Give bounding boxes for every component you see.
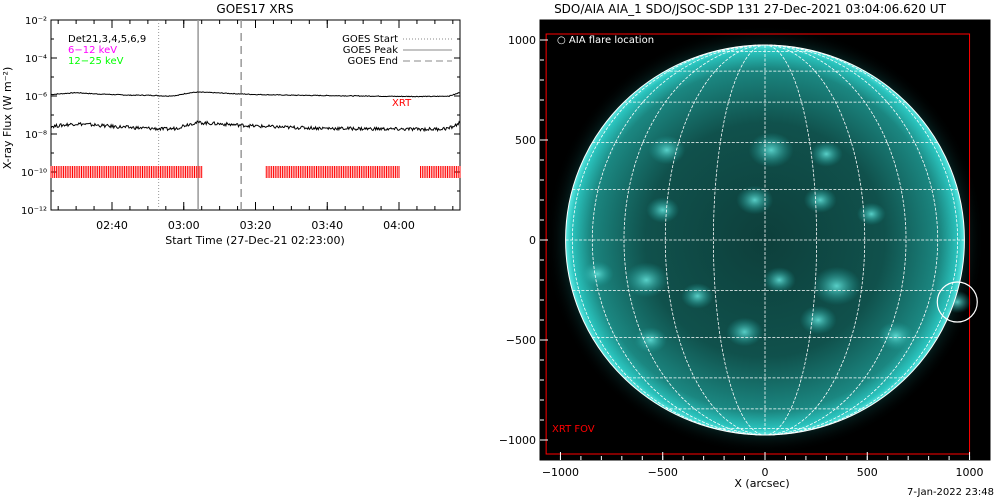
aia-y-tick-label: −1000 [500, 434, 536, 447]
goes-series-line [50, 91, 461, 98]
aia-axes: −1000 −1000 −500 −500 0 0 500 500 1000 1000 [499, 19, 991, 479]
xrt-fov-box [545, 33, 971, 455]
solar-limb [565, 44, 965, 436]
goes-x-tick-label: 03:40 [311, 219, 343, 232]
aia-image-chart: SDO/AIA AIA_1 SDO/JSOC-SDP 131 27-Dec-20… [499, 2, 991, 490]
aia-x-axis-label: X (arcsec) [734, 477, 789, 490]
goes-plot-area: 10⁻¹² 10⁻¹⁰ 10⁻⁸ 10⁻⁶ 10⁻⁴ 10⁻² 02:40 03:00 03:2… [21, 16, 461, 232]
goes-y-tick-label: 10⁻¹² [21, 206, 47, 217]
goes-y-tick-label: 10⁻⁴ [25, 54, 47, 65]
aia-flare-legend-text: AIA flare location [569, 35, 654, 46]
aia-x-tick-label: 0 [762, 466, 769, 479]
grid-longitude-line [764, 44, 958, 436]
active-region [857, 202, 886, 226]
aia-flare-legend: ○ AIA flare location [557, 35, 654, 46]
goes-series-line [50, 120, 461, 133]
aia-solar-image [545, 25, 985, 455]
heliographic-grid [565, 44, 965, 436]
xrt-fov-label: XRT FOV [552, 424, 595, 435]
goes-legend: GOES Start GOES Peak GOES End [342, 34, 452, 67]
aia-y-tick-label: 1000 [508, 34, 536, 47]
goes-x-tick-label: 02:40 [96, 219, 128, 232]
aia-chart-title: SDO/AIA AIA_1 SDO/JSOC-SDP 131 27-Dec-20… [554, 2, 947, 16]
goes-x-axis-label: Start Time (27-Dec-21 02:23:00) [165, 234, 345, 247]
aia-x-tick-label: 500 [857, 466, 878, 479]
active-region [646, 197, 680, 223]
active-region [810, 141, 843, 167]
grid-longitude-line [713, 44, 766, 436]
aia-image-panel: SDO/AIA AIA_1 SDO/JSOC-SDP 131 27-Dec-20… [499, 0, 1000, 500]
goes-y-tick-label: 10⁻² [25, 16, 47, 27]
legend-goes-start: GOES Start [342, 34, 398, 45]
aia-x-tick-label: −1000 [542, 466, 579, 479]
aia-x-tick-label: 1000 [956, 466, 984, 479]
aia-y-tick-label: 500 [515, 134, 536, 147]
legend-goes-peak: GOES Peak [343, 45, 398, 56]
aia-y-tick-label: 0 [529, 234, 536, 247]
detectors-label: Det21,3,4,5,6,9 [68, 34, 146, 45]
aia-y-tick-label: −500 [506, 334, 536, 347]
grid-longitude-line [591, 44, 766, 436]
active-region [681, 283, 714, 309]
legend-goes-end: GOES End [348, 56, 398, 67]
active-region [803, 187, 837, 213]
goes-y-tick-label: 10⁻¹⁰ [21, 168, 47, 179]
active-region [799, 305, 837, 335]
goes-chart-title: GOES17 XRS [216, 2, 293, 16]
goes-x-tick-label: 04:00 [383, 219, 415, 232]
grid-longitude-line [764, 44, 817, 436]
xrt-label: XRT [392, 98, 412, 109]
goes-x-tick-label: 03:20 [240, 219, 272, 232]
grid-longitude-line [764, 44, 907, 436]
active-region [580, 261, 614, 287]
goes-xrs-chart: GOES17 XRS 10⁻¹² 10⁻¹⁰ 10⁻⁸ 10⁻⁶ 10⁻⁴ 10⁻² 02:… [1, 2, 461, 247]
active-region [942, 290, 972, 314]
active-region [812, 266, 862, 306]
active-region [748, 132, 794, 168]
goes-x-tick-label: 03:00 [168, 219, 200, 232]
active-region [877, 321, 915, 351]
band-low-label: 6−12 keV [68, 45, 117, 56]
active-region [762, 267, 796, 293]
goes-y-tick-label: 10⁻⁸ [25, 130, 47, 141]
active-region [634, 327, 667, 353]
grid-longitude-line [623, 44, 766, 436]
band-high-label: 12−25 keV [68, 56, 124, 67]
grid-longitude-line [764, 44, 939, 436]
aia-x-tick-label: −500 [648, 466, 678, 479]
active-region [726, 317, 763, 347]
date-stamp: 7-Jan-2022 23:48 [907, 487, 994, 498]
flare-location-marker [936, 281, 978, 323]
goes-y-tick-label: 10⁻⁶ [25, 92, 47, 103]
grid-longitude-line [572, 44, 766, 436]
goes-y-axis-label: X-ray Flux (W m⁻²) [1, 67, 14, 169]
active-region [623, 262, 669, 298]
goes-xrs-panel: GOES17 XRS 10⁻¹² 10⁻¹⁰ 10⁻⁸ 10⁻⁶ 10⁻⁴ 10⁻² 02:… [0, 0, 500, 500]
active-region [736, 185, 774, 215]
